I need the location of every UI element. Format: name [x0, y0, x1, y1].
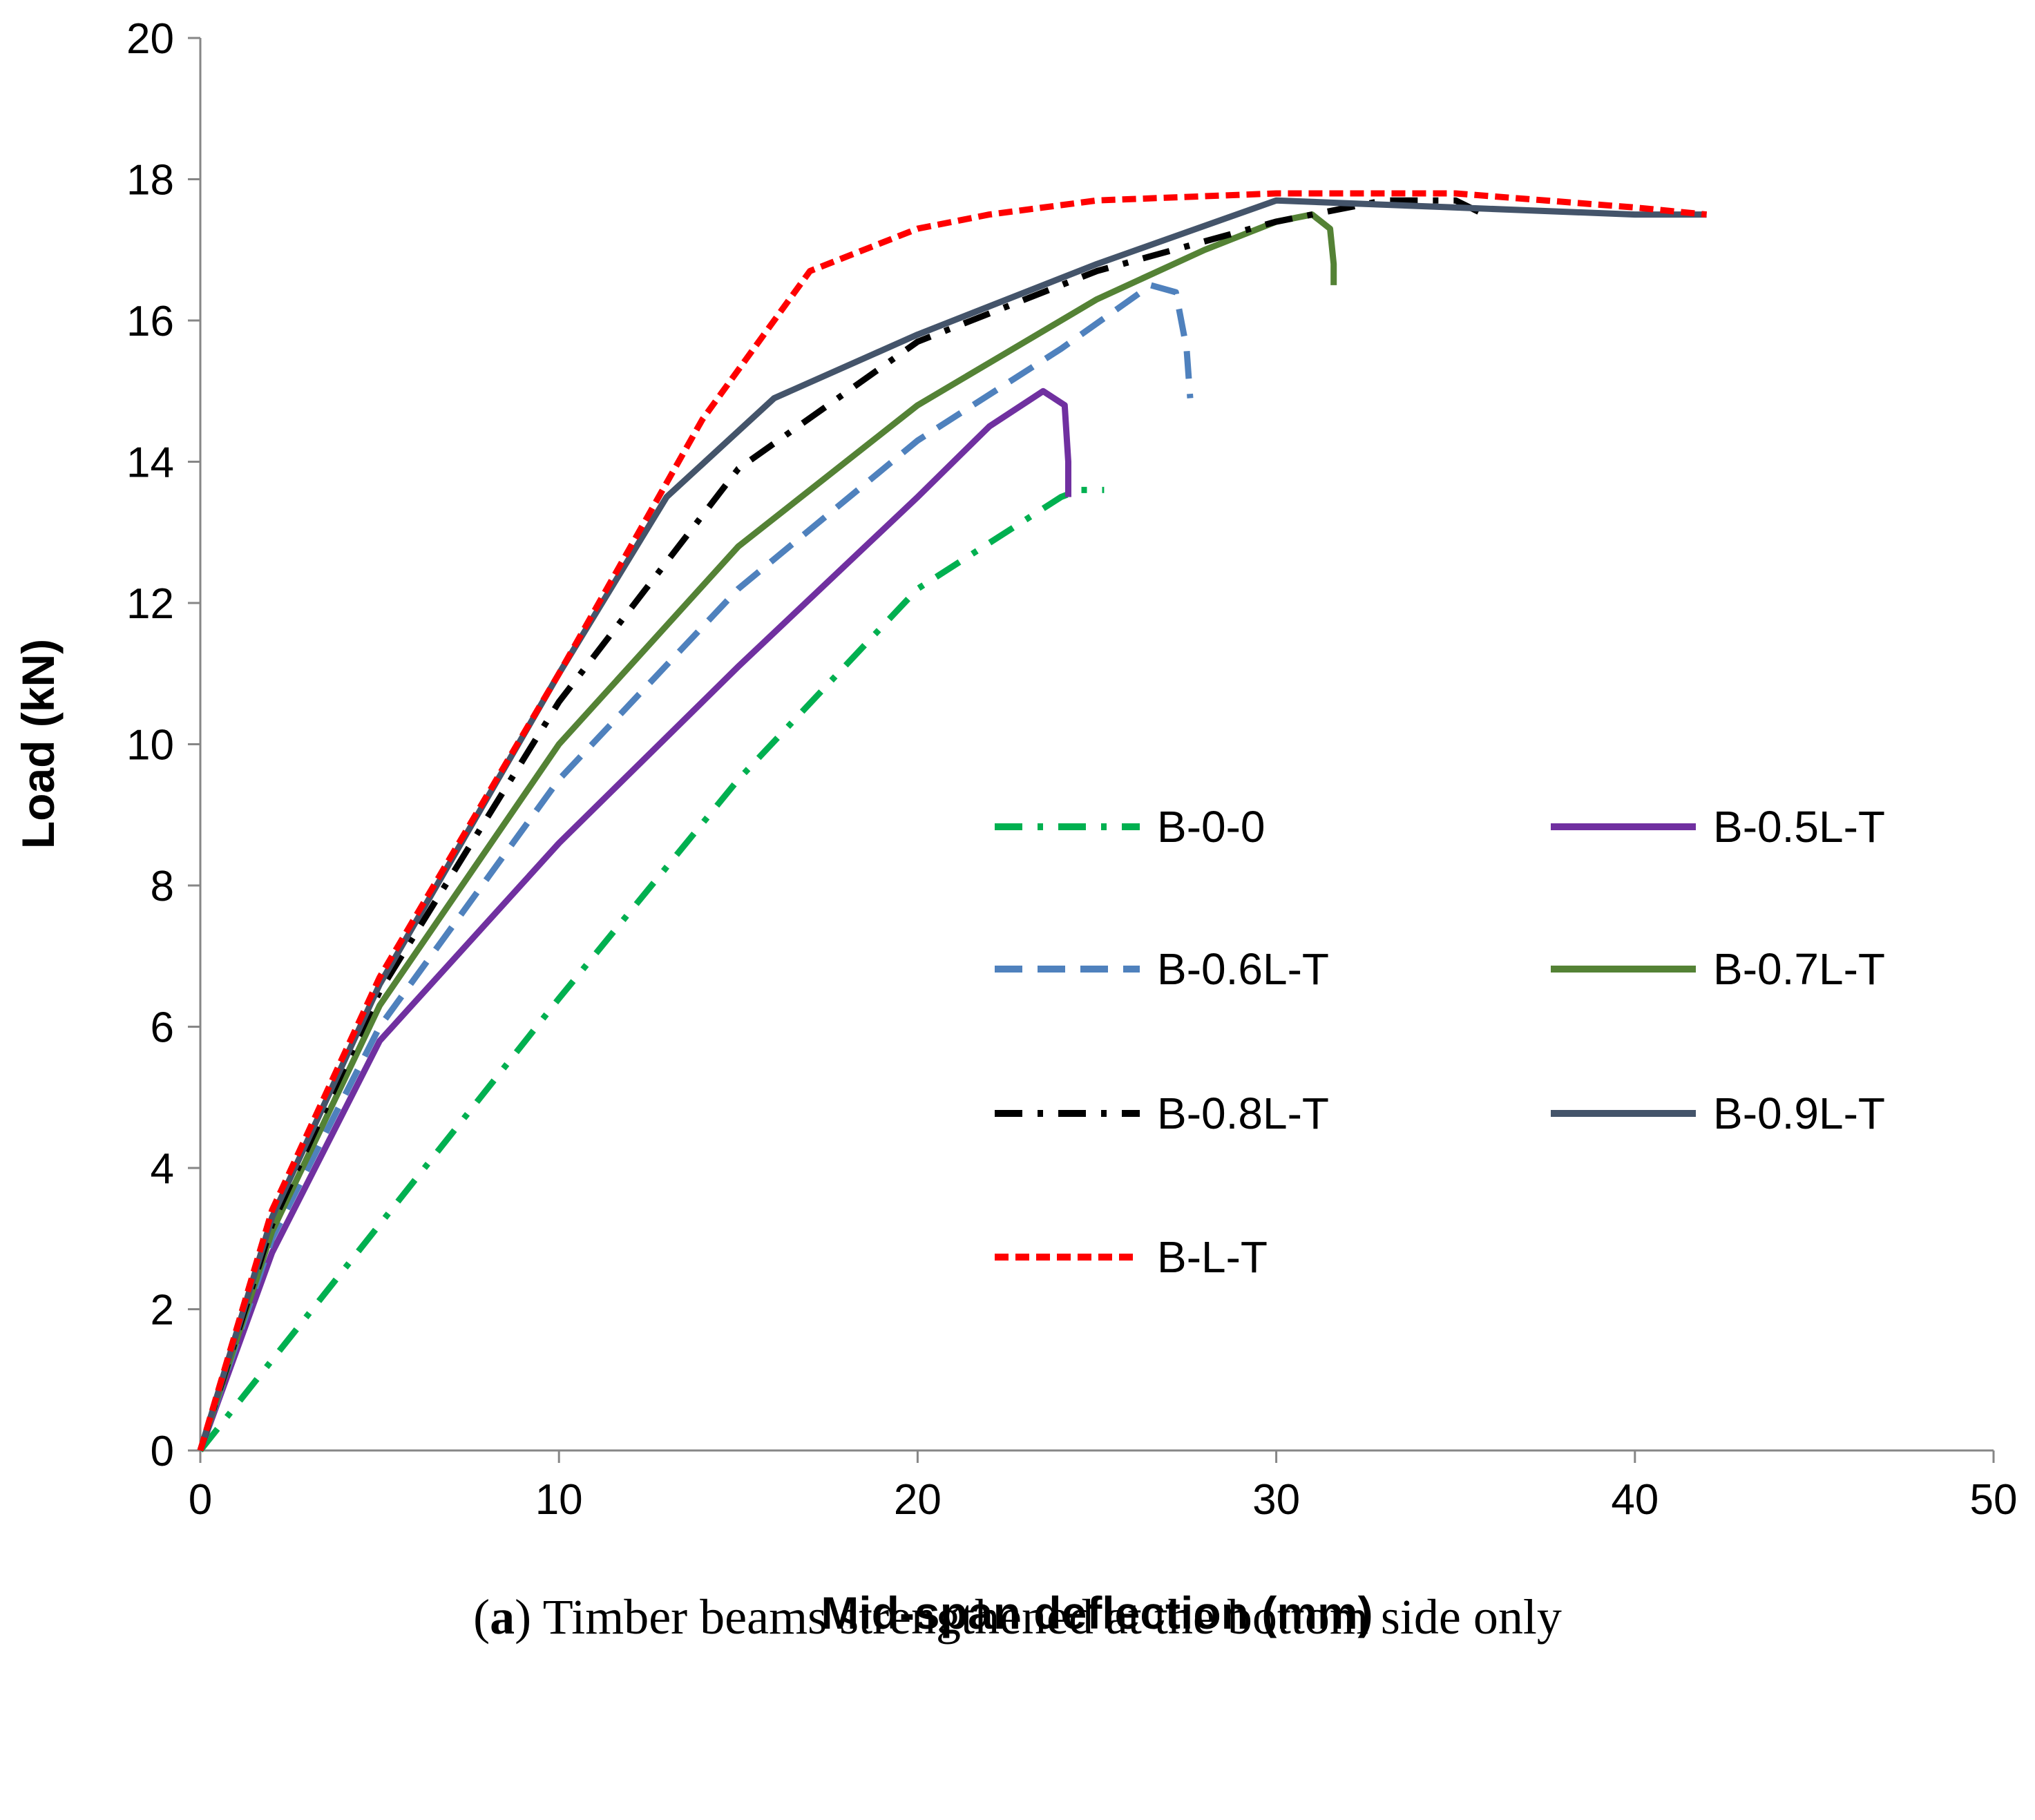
y-tick-label: 16 [126, 298, 174, 345]
series-line-b-0-7l-t [197, 211, 1337, 1452]
y-tick-label: 2 [151, 1287, 174, 1334]
y-tick-label: 10 [126, 722, 174, 769]
legend-item: B-0.5L-T [1551, 802, 1885, 852]
y-axis-title: Load (kN) [12, 639, 64, 849]
x-tick-label: 0 [189, 1476, 212, 1524]
x-tick-label: 40 [1611, 1476, 1659, 1524]
legend-item: B-L-T [995, 1232, 1268, 1282]
legend-item: B-0.9L-T [1551, 1089, 1885, 1138]
y-ticks: 0 2 4 6 8 10 12 14 16 18 20 [126, 15, 200, 1475]
axes [199, 38, 1994, 1452]
y-tick-label: 18 [126, 157, 174, 204]
y-tick-label: 20 [126, 15, 174, 63]
series-line-b-0-9l-t [197, 197, 1707, 1452]
legend-label: B-L-T [1157, 1232, 1268, 1282]
caption-text: Timber beams strengthened at the bottom … [531, 1589, 1562, 1645]
y-tick-label: 0 [151, 1428, 174, 1475]
caption-label: a [490, 1589, 515, 1645]
y-tick-label: 6 [151, 1004, 174, 1052]
series-line-b-0-5l-t [197, 387, 1071, 1452]
legend-item: B-0-0 [995, 802, 1265, 852]
x-tick-label: 30 [1252, 1476, 1300, 1524]
legend-label: B-0-0 [1157, 802, 1265, 852]
x-tick-label: 50 [1970, 1476, 2018, 1524]
y-tick-label: 12 [126, 580, 174, 628]
series-line-b-0-8l-t [197, 197, 1486, 1452]
legend: B-0-0 B-0.5L-T B-0.6L-T B-0.7L-T B-0.8L-T B-0… [995, 802, 1885, 1282]
x-tick-label: 20 [894, 1476, 942, 1524]
figure-caption: (a) Timber beams strengthened at the bot… [473, 1589, 1562, 1645]
legend-item: B-0.8L-T [995, 1089, 1329, 1138]
x-tick-label: 10 [535, 1476, 583, 1524]
x-ticks: 0 10 20 30 40 50 [189, 1450, 2018, 1524]
series-group [197, 190, 1708, 1453]
y-tick-label: 14 [126, 439, 174, 487]
legend-label: B-0.5L-T [1713, 802, 1885, 852]
y-tick-label: 4 [151, 1145, 174, 1193]
x-axis-title: Mid-span deflection (mm) [821, 1587, 1373, 1638]
series-line-b-l-t [197, 190, 1708, 1452]
legend-label: B-0.8L-T [1157, 1089, 1329, 1138]
y-tick-label: 8 [151, 863, 174, 910]
legend-label: B-0.6L-T [1157, 944, 1329, 994]
series-line-b-0-0 [198, 486, 1105, 1453]
legend-item: B-0.7L-T [1551, 944, 1885, 994]
legend-item: B-0.6L-T [995, 944, 1329, 994]
legend-label: B-0.7L-T [1713, 944, 1885, 994]
series-line-b-0-6l-t [197, 282, 1194, 1452]
legend-label: B-0.9L-T [1713, 1089, 1885, 1138]
